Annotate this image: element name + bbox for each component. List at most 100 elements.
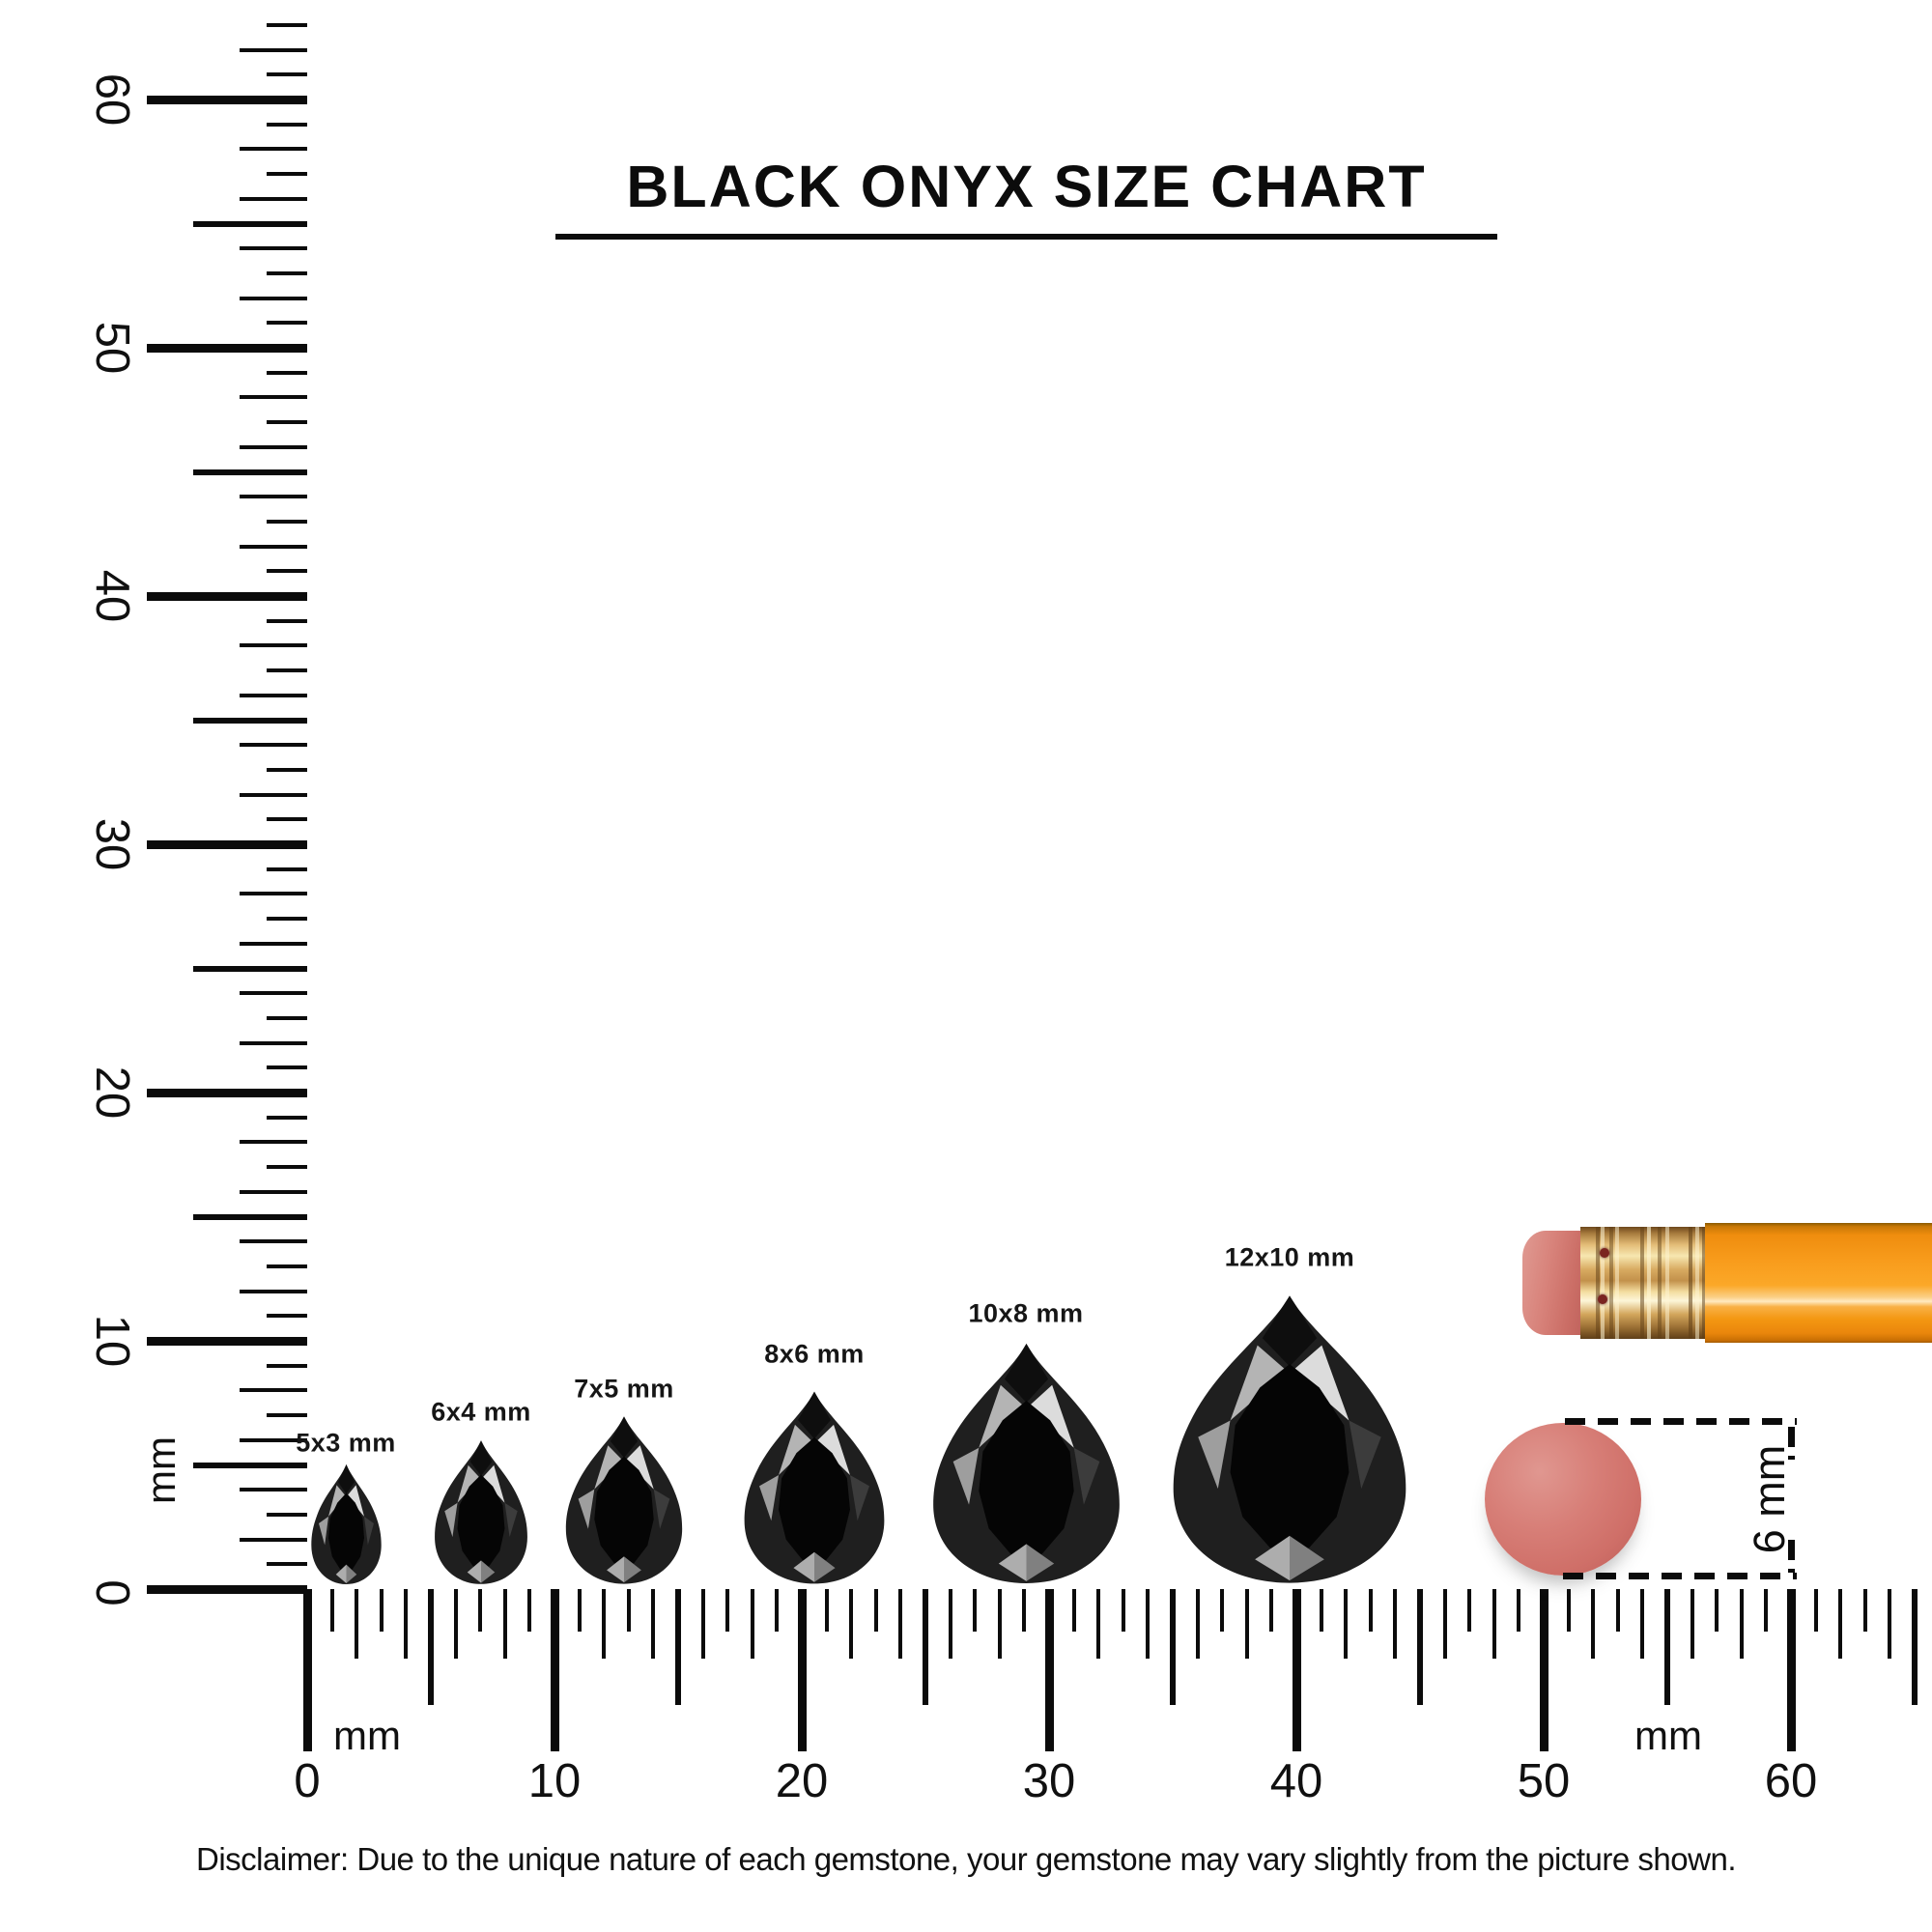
- v-ruler-tick: [240, 991, 307, 996]
- h-ruler-tick: [725, 1589, 730, 1632]
- h-ruler-tick: [1640, 1589, 1645, 1659]
- v-ruler-tick: [267, 1115, 307, 1120]
- v-ruler-tick: [267, 270, 307, 275]
- v-ruler-tick: [147, 1584, 307, 1594]
- v-ruler-tick: [240, 1040, 307, 1045]
- h-ruler-tick: [1244, 1589, 1249, 1659]
- pencil-body: [1705, 1223, 1932, 1343]
- v-ruler-tick: [267, 1562, 307, 1567]
- v-ruler-tick: [147, 343, 307, 353]
- h-ruler-tick: [1044, 1589, 1054, 1751]
- v-ruler-tick: [267, 767, 307, 772]
- v-ruler-tick: [267, 519, 307, 524]
- h-ruler-tick: [824, 1589, 829, 1632]
- v-ruler-tick: [147, 839, 307, 849]
- h-ruler-tick: [527, 1589, 532, 1632]
- h-ruler-tick: [550, 1589, 559, 1751]
- gem-size-label: 10x8 mm: [968, 1298, 1084, 1328]
- v-ruler-tick: [240, 1189, 307, 1194]
- measure-corner-bottom: [1788, 1540, 1795, 1573]
- h-ruler-tick: [1442, 1589, 1447, 1659]
- h-ruler-number: 10: [527, 1755, 582, 1807]
- gem-12x10mm: [1166, 1293, 1413, 1585]
- v-ruler-number: 40: [86, 569, 138, 623]
- h-ruler-tick: [1096, 1589, 1101, 1659]
- v-ruler-tick: [193, 469, 307, 475]
- ferrule-crimp-ridge: [1609, 1227, 1613, 1339]
- h-ruler-tick: [873, 1589, 878, 1632]
- v-ruler-tick: [267, 420, 307, 425]
- v-ruler-unit-label: mm: [138, 1436, 184, 1504]
- v-ruler-tick: [240, 1488, 307, 1492]
- v-ruler-tick: [240, 1239, 307, 1244]
- h-ruler-tick: [1292, 1589, 1301, 1751]
- ferrule-crimp-ridge: [1658, 1227, 1662, 1339]
- h-ruler-tick: [1492, 1589, 1496, 1659]
- h-ruler-tick: [1467, 1589, 1472, 1632]
- disclaimer-text: Disclaimer: Due to the unique nature of …: [196, 1841, 1736, 1877]
- h-ruler-tick: [1417, 1589, 1423, 1705]
- h-ruler-tick: [651, 1589, 656, 1659]
- h-ruler-unit-label: mm: [333, 1713, 401, 1758]
- v-ruler-tick: [147, 591, 307, 601]
- pencil-illustration: [1522, 1223, 1932, 1343]
- v-ruler-tick: [240, 792, 307, 797]
- h-ruler-tick: [1220, 1589, 1225, 1632]
- v-ruler-tick: [267, 72, 307, 77]
- ferrule-crimp-ridge: [1647, 1227, 1651, 1339]
- v-ruler-tick: [267, 1363, 307, 1368]
- v-ruler-tick: [193, 1462, 307, 1468]
- h-ruler-number: 60: [1764, 1755, 1818, 1807]
- v-ruler-tick: [267, 321, 307, 326]
- measure-line-top: [1565, 1418, 1797, 1425]
- gem-size-label: 5x3 mm: [296, 1428, 396, 1458]
- gem-10x8mm: [927, 1342, 1125, 1585]
- v-ruler-number: 0: [86, 1579, 138, 1606]
- v-ruler-tick: [267, 122, 307, 127]
- v-ruler-tick: [267, 618, 307, 623]
- h-ruler-tick: [1121, 1589, 1125, 1632]
- v-ruler-tick: [240, 196, 307, 201]
- h-ruler-tick: [775, 1589, 780, 1632]
- v-ruler-tick: [240, 544, 307, 549]
- measure-label-6mm: 6 mm: [1745, 1444, 1794, 1554]
- v-ruler-tick: [147, 1336, 307, 1346]
- h-ruler-tick: [849, 1589, 854, 1659]
- v-ruler-tick: [240, 296, 307, 300]
- gem-8x6mm: [740, 1390, 889, 1585]
- h-ruler-tick: [1022, 1589, 1027, 1632]
- h-ruler-tick: [1739, 1589, 1744, 1659]
- page-title: BLACK ONYX SIZE CHART: [555, 153, 1497, 240]
- h-ruler-tick: [1888, 1589, 1892, 1659]
- h-ruler-unit-label: mm: [1634, 1713, 1702, 1758]
- v-ruler-tick: [240, 1437, 307, 1442]
- h-ruler-tick: [1615, 1589, 1620, 1632]
- v-ruler-tick: [193, 965, 307, 972]
- h-ruler-tick: [1715, 1589, 1719, 1632]
- h-ruler-tick: [797, 1589, 807, 1751]
- v-ruler-tick: [240, 1289, 307, 1293]
- h-ruler-tick: [329, 1589, 334, 1632]
- h-ruler-tick: [675, 1589, 681, 1705]
- eraser-end-circle: [1485, 1423, 1641, 1576]
- h-ruler-tick: [1862, 1589, 1867, 1632]
- ferrule-crimp-ridge: [1596, 1227, 1600, 1339]
- v-ruler-number: 10: [86, 1314, 138, 1368]
- measure-corner-top: [1788, 1427, 1795, 1460]
- gem-size-label: 7x5 mm: [574, 1374, 674, 1404]
- gem-size-label: 6x4 mm: [431, 1397, 531, 1427]
- gem-size-label: 12x10 mm: [1224, 1242, 1355, 1272]
- ferrule-crimp-ridge: [1601, 1227, 1605, 1339]
- v-ruler-tick: [267, 1512, 307, 1517]
- h-ruler-tick: [1170, 1589, 1176, 1705]
- h-ruler-tick: [1071, 1589, 1076, 1632]
- h-ruler-tick: [1591, 1589, 1596, 1659]
- v-ruler-tick: [193, 717, 307, 724]
- h-ruler-tick: [602, 1589, 607, 1659]
- v-ruler-tick: [267, 172, 307, 177]
- v-ruler-tick: [267, 370, 307, 375]
- ferrule-rivet-dot: [1600, 1248, 1609, 1258]
- h-ruler-tick: [404, 1589, 409, 1659]
- h-ruler-tick: [1269, 1589, 1274, 1632]
- v-ruler-number: 20: [86, 1065, 138, 1120]
